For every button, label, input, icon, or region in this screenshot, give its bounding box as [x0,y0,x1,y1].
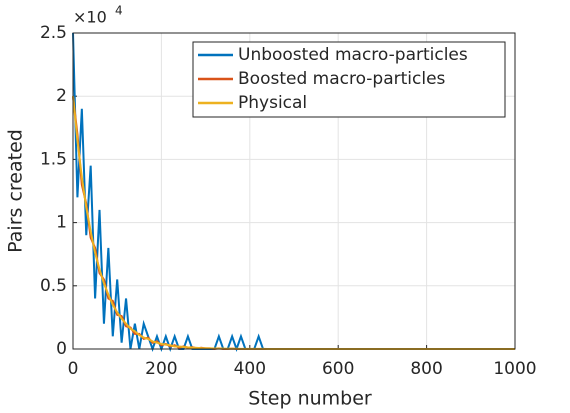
y-axis-label: Pairs created [5,129,27,253]
x-tick-label: 200 [145,359,177,379]
x-tick-label: 600 [322,359,354,379]
x-tick-label: 0 [68,359,79,379]
axes-box [72,32,516,350]
y-tick-label: 1.5 [40,149,67,169]
x-tick-label: 400 [234,359,266,379]
legend-label: Unboosted macro-particles [238,45,468,65]
x-tick-label: 800 [410,359,442,379]
y-multiplier: ×10 [73,8,107,27]
y-tick-label: 2.5 [40,23,67,43]
legend-label: Boosted macro-particles [238,69,446,89]
y-tick-label: 0 [56,339,67,359]
y-tick-label: 2 [56,86,67,106]
y-tick-label: 0.5 [40,276,67,296]
x-tick-label: 1000 [493,359,536,379]
legend-label: Physical [238,93,307,113]
y-multiplier-exponent: 4 [115,4,123,18]
y-tick-label: 1 [56,213,67,233]
legend: Unboosted macro-particles Boosted macro-p… [192,41,506,118]
x-axis-label: Step number [248,388,372,410]
legend-box [192,41,506,118]
